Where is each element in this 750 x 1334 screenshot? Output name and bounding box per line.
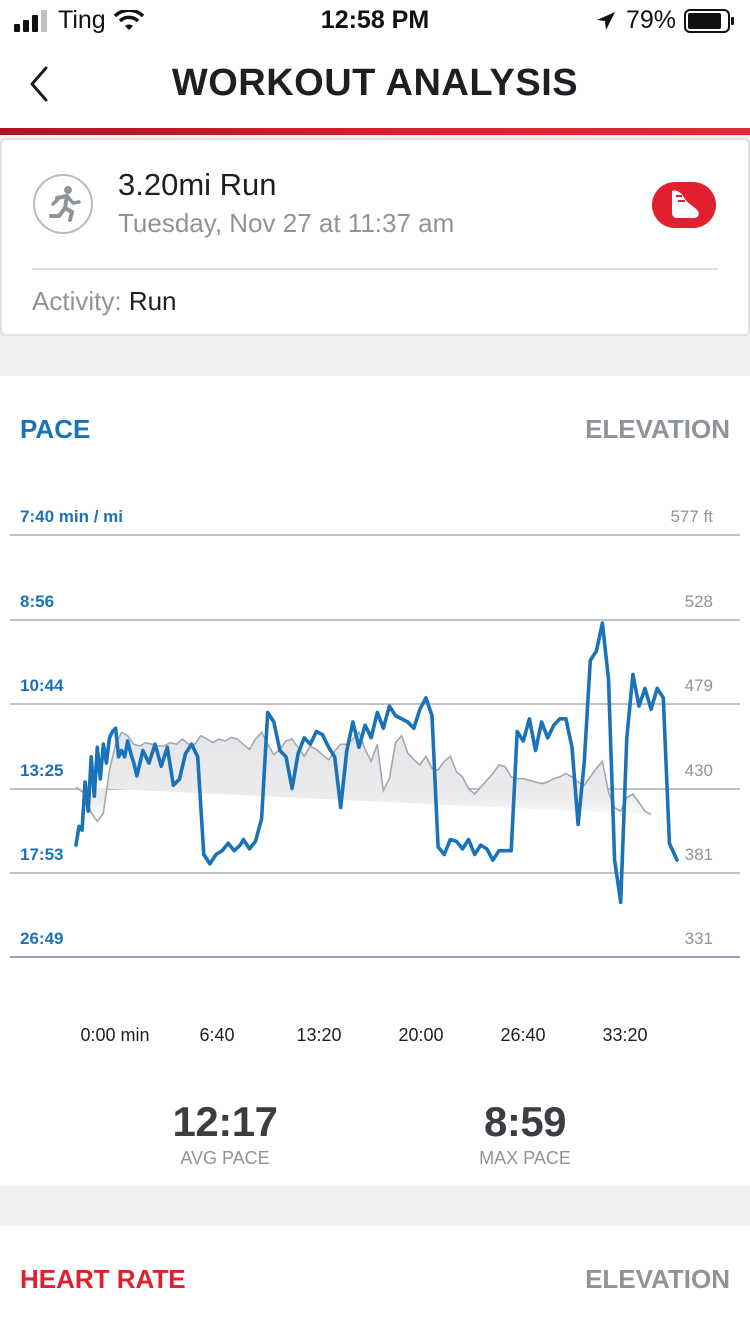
carrier-name: Ting — [58, 6, 106, 34]
battery-percent: 79% — [625, 6, 676, 34]
elevation-axis-label: 430 — [685, 761, 713, 780]
location-icon — [596, 11, 615, 30]
elevation-area — [76, 732, 652, 822]
activity-row: Activity: Run — [32, 286, 177, 317]
elevation-axis-label: 381 — [685, 845, 713, 864]
time-axis-label: 6:40 — [199, 1025, 234, 1045]
pace-line — [74, 621, 679, 905]
pace-elevation-chart: 7:40 min / mi 8:56 10:44 13:25 17:53 26:49 577… — [10, 507, 740, 1045]
shoe-icon[interactable] — [652, 182, 716, 228]
workout-date: Tuesday, Nov 27 at 11:37 am — [118, 208, 455, 238]
heart-rate-panel: HEART RATE ELEVATION — [0, 1226, 750, 1334]
avg-pace-stat: 12:17 AVG PACE — [125, 1098, 325, 1169]
max-pace-label: MAX PACE — [479, 1148, 571, 1168]
tab-pace[interactable]: PACE — [20, 414, 91, 444]
page-title: WORKOUT ANALYSIS — [171, 62, 579, 104]
tab-elevation-2[interactable]: ELEVATION — [585, 1264, 730, 1294]
time-axis-label: 33:20 — [602, 1025, 647, 1045]
clock: 12:58 PM — [320, 6, 430, 34]
max-pace-stat: 8:59 MAX PACE — [425, 1098, 625, 1169]
elevation-axis-label: 577 ft — [670, 507, 713, 526]
back-icon[interactable] — [26, 64, 56, 104]
tab-elevation[interactable]: ELEVATION — [585, 414, 730, 444]
pace-axis-label: 13:25 — [20, 761, 63, 780]
time-axis-label: 20:00 — [398, 1025, 443, 1045]
battery-icon — [684, 8, 734, 33]
tab-heart-rate[interactable]: HEART RATE — [20, 1264, 186, 1294]
card-divider — [32, 268, 718, 270]
wifi-icon — [113, 9, 144, 30]
pace-panel: PACE ELEVATION 7:40 min / mi 8:56 10:44 13:… — [0, 376, 750, 1186]
avg-pace-value: 12:17 — [172, 1098, 278, 1145]
elevation-axis-label: 528 — [685, 592, 713, 611]
status-bar: Ting 12:58 PM 79% — [0, 0, 750, 40]
workout-title: 3.20mi Run — [118, 167, 277, 202]
pace-axis-label: 17:53 — [20, 845, 63, 864]
elevation-axis-label: 479 — [685, 676, 713, 695]
time-axis-label: 13:20 — [296, 1025, 341, 1045]
elevation-line — [75, 730, 652, 823]
brand-divider — [0, 128, 750, 135]
time-axis-label: 26:40 — [500, 1025, 545, 1045]
avg-pace-label: AVG PACE — [180, 1148, 270, 1168]
activity-label: Activity: — [32, 286, 122, 316]
pace-axis-label: 8:56 — [20, 592, 54, 611]
status-right: 79% — [596, 6, 736, 35]
pace-axis-label: 26:49 — [20, 929, 63, 948]
activity-value: Run — [128, 286, 177, 316]
nav-bar: WORKOUT ANALYSIS — [0, 40, 750, 128]
time-axis-label: 0:00 min — [80, 1025, 149, 1045]
elevation-axis-label: 331 — [685, 929, 713, 948]
carrier-info: Ting — [14, 6, 144, 35]
pace-axis-label: 7:40 min / mi — [20, 507, 123, 526]
runner-icon — [33, 174, 93, 234]
signal-icon — [14, 9, 47, 32]
pace-axis-label: 10:44 — [20, 676, 64, 695]
workout-summary-card: 3.20mi Run Tuesday, Nov 27 at 11:37 am A… — [0, 138, 750, 336]
max-pace-value: 8:59 — [483, 1098, 567, 1145]
